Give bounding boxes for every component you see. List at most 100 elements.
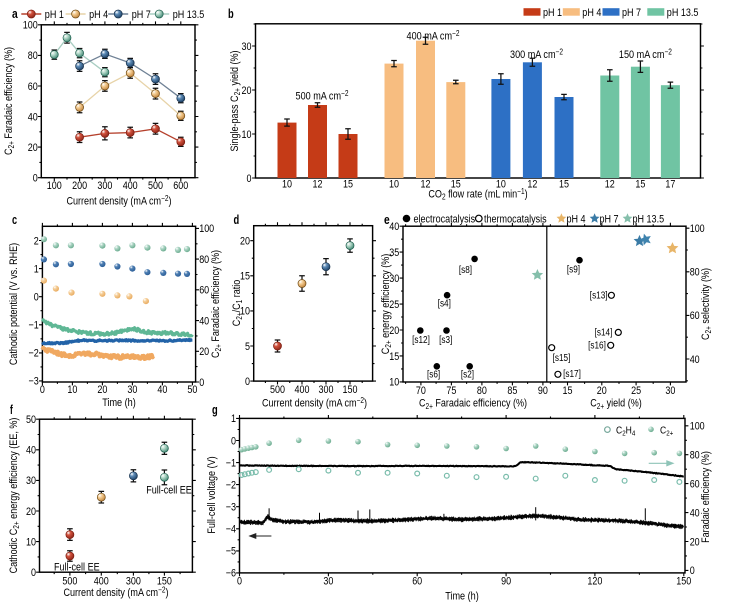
svg-text:400: 400: [94, 576, 109, 588]
svg-text:40: 40: [690, 507, 700, 519]
svg-text:[s15]: [s15]: [553, 353, 571, 364]
svg-text:pH 13.5: pH 13.5: [173, 9, 205, 21]
svg-text:c: c: [12, 213, 17, 227]
svg-text:30: 30: [127, 384, 137, 396]
svg-text:20: 20: [242, 85, 252, 97]
svg-text:C2+​ yield (%): C2+​ yield (%): [590, 398, 642, 411]
svg-text:90: 90: [538, 385, 548, 397]
svg-text:b: b: [228, 7, 234, 21]
svg-text:10: 10: [389, 377, 399, 389]
svg-text:10: 10: [496, 178, 506, 190]
svg-text:15: 15: [563, 385, 573, 397]
svg-text:CO2​ flow rate (mL min−1​): CO2​ flow rate (mL min−1​): [428, 187, 527, 202]
svg-text:pH 1: pH 1: [543, 7, 562, 19]
svg-text:−2: −2: [29, 348, 39, 360]
svg-text:Cathodic C2+​ energy efficienc: Cathodic C2+​ energy efficiency (EE, %): [8, 418, 21, 574]
svg-text:1: 1: [231, 413, 236, 425]
svg-text:[s14]: [s14]: [595, 328, 613, 339]
svg-text:40: 40: [26, 445, 36, 457]
svg-text:500: 500: [270, 384, 285, 396]
svg-text:0: 0: [34, 292, 39, 304]
svg-text:80: 80: [690, 450, 700, 462]
svg-text:15: 15: [635, 178, 645, 190]
svg-text:thermocatalysis: thermocatalysis: [484, 213, 547, 225]
svg-text:10: 10: [282, 178, 292, 190]
svg-text:pH 4: pH 4: [89, 9, 108, 21]
svg-text:2: 2: [34, 235, 39, 247]
svg-text:10: 10: [240, 306, 250, 318]
svg-text:0: 0: [245, 376, 250, 388]
svg-text:200: 200: [72, 180, 87, 192]
svg-text:15: 15: [559, 178, 569, 190]
svg-text:[s9]: [s9]: [567, 264, 580, 275]
svg-text:60: 60: [690, 310, 700, 322]
svg-text:600: 600: [173, 180, 188, 192]
svg-text:300: 300: [126, 576, 141, 588]
svg-text:C2+​ Faradaic efficiency (%): C2+​ Faradaic efficiency (%): [3, 47, 16, 155]
svg-text:30: 30: [389, 273, 399, 285]
svg-text:Full-cell EE: Full-cell EE: [54, 562, 100, 574]
svg-text:C2+​ Faradaic efficiency (%): C2+​ Faradaic efficiency (%): [419, 398, 527, 411]
svg-text:15: 15: [389, 351, 399, 363]
svg-text:60: 60: [412, 576, 422, 588]
svg-text:40: 40: [690, 354, 700, 366]
svg-text:500: 500: [62, 576, 77, 588]
svg-text:60: 60: [28, 81, 38, 93]
svg-text:C2+​: C2+​: [660, 424, 674, 437]
svg-text:80: 80: [28, 50, 38, 62]
svg-text:300 mA cm−2​: 300 mA cm−2​: [510, 47, 563, 61]
svg-text:Current density (mA cm−2​): Current density (mA cm−2​): [63, 586, 168, 600]
svg-text:−2: −2: [226, 479, 236, 491]
svg-text:Full-cell voltage (V): Full-cell voltage (V): [206, 456, 218, 533]
svg-text:500 mA cm−2​: 500 mA cm−2​: [296, 89, 349, 103]
svg-text:20: 20: [26, 506, 36, 518]
svg-text:Faradaic efficiency (%): Faradaic efficiency (%): [700, 451, 712, 543]
svg-text:[s4]: [s4]: [438, 298, 451, 309]
svg-text:400: 400: [123, 180, 138, 192]
svg-text:−1: −1: [226, 457, 236, 469]
svg-text:−5: −5: [226, 546, 236, 558]
svg-text:100: 100: [690, 421, 705, 433]
svg-text:Current density (mA cm−2​): Current density (mA cm−2​): [262, 396, 367, 410]
svg-text:20: 20: [597, 385, 607, 397]
svg-text:12: 12: [605, 178, 615, 190]
svg-text:20: 20: [28, 142, 38, 154]
svg-text:100: 100: [23, 20, 38, 32]
svg-text:50: 50: [26, 414, 36, 426]
svg-text:60: 60: [690, 478, 700, 490]
svg-text:Single-pass C2+​ yield (%): Single-pass C2+​ yield (%): [229, 50, 242, 151]
svg-text:12: 12: [527, 178, 537, 190]
svg-text:400 mA cm−2​: 400 mA cm−2​: [407, 29, 460, 43]
svg-text:20: 20: [690, 536, 700, 548]
svg-text:Current density (mA cm−2​): Current density (mA cm−2​): [66, 194, 171, 208]
svg-text:pH 7: pH 7: [600, 213, 619, 225]
svg-text:pH 13.5: pH 13.5: [633, 213, 665, 225]
svg-text:40: 40: [28, 111, 38, 123]
svg-text:40: 40: [157, 384, 167, 396]
svg-text:C2+​ selectivity (%): C2+​ selectivity (%): [700, 268, 713, 340]
svg-text:20: 20: [240, 236, 250, 248]
svg-text:85: 85: [507, 385, 517, 397]
svg-text:Full-cell EE: Full-cell EE: [146, 485, 192, 497]
svg-text:−4: −4: [226, 524, 236, 536]
svg-text:30: 30: [665, 385, 675, 397]
svg-text:25: 25: [631, 385, 641, 397]
svg-text:25: 25: [389, 299, 399, 311]
svg-text:300: 300: [319, 384, 334, 396]
svg-text:90: 90: [501, 576, 511, 588]
svg-text:15: 15: [240, 271, 250, 283]
svg-text:30: 30: [323, 576, 333, 588]
svg-text:15: 15: [451, 178, 461, 190]
svg-text:10: 10: [242, 129, 252, 141]
svg-text:0: 0: [237, 576, 242, 588]
svg-text:12: 12: [421, 178, 431, 190]
svg-text:Time (h): Time (h): [445, 591, 479, 603]
svg-text:75: 75: [446, 385, 456, 397]
svg-text:pH 4: pH 4: [567, 213, 586, 225]
svg-text:Time (h): Time (h): [102, 397, 136, 409]
svg-text:0: 0: [247, 173, 252, 185]
svg-text:40: 40: [199, 315, 209, 327]
svg-text:80: 80: [690, 267, 700, 279]
svg-text:g: g: [212, 403, 218, 417]
svg-text:1: 1: [34, 263, 39, 275]
